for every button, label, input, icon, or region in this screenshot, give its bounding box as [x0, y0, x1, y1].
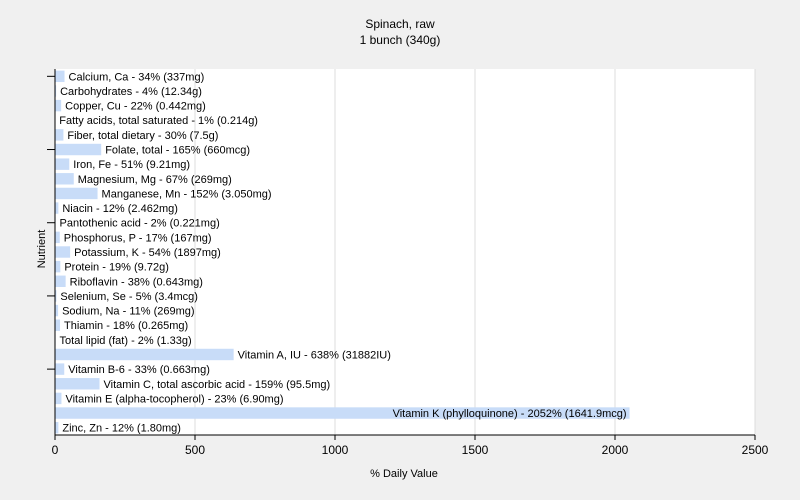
bar-label: Thiamin - 18% (0.265mg) — [64, 320, 188, 332]
x-tick-label: 2000 — [602, 443, 629, 457]
bar — [55, 99, 62, 112]
bar-label: Copper, Cu - 22% (0.442mg) — [65, 101, 206, 113]
bar-label: Selenium, Se - 5% (3.4mcg) — [60, 291, 198, 303]
bar-label: Protein - 19% (9.72g) — [64, 262, 169, 274]
x-tick-label: 500 — [185, 443, 205, 457]
axes: 0 500 1000 1500 2000 2500 — [47, 69, 769, 457]
bar — [55, 202, 59, 214]
bar-label: Magnesium, Mg - 67% (269mg) — [78, 174, 232, 186]
bar — [55, 378, 100, 390]
bar — [55, 421, 59, 434]
bar-label: Vitamin A, IU - 638% (31882IU) — [238, 349, 391, 361]
bar-label: Total lipid (fat) - 2% (1.33g) — [60, 335, 192, 347]
bar — [55, 143, 102, 156]
y-axis-title: Nutrient — [36, 230, 48, 269]
x-tick-label: 0 — [52, 443, 59, 457]
bar-label: Vitamin C, total ascorbic acid - 159% (9… — [104, 379, 331, 391]
bar-labels: Calcium, Ca - 34% (337mg) Carbohydrates -… — [59, 71, 626, 434]
bar — [55, 70, 65, 83]
bar — [55, 158, 70, 170]
bar — [55, 275, 66, 287]
bar — [55, 304, 59, 317]
bar-label: Calcium, Ca - 34% (337mg) — [69, 71, 205, 83]
x-tick-label: 1500 — [462, 443, 489, 457]
plot-area — [55, 69, 755, 435]
chart-subtitle: 1 bunch (340g) — [360, 33, 441, 47]
bar-label: Carbohydrates - 4% (12.34g) — [60, 86, 202, 98]
bar — [55, 187, 98, 200]
bar-label: Folate, total - 165% (660mcg) — [105, 145, 250, 157]
bar-label: Zinc, Zn - 12% (1.80mg) — [62, 423, 181, 435]
bar — [55, 363, 65, 375]
bar — [55, 260, 61, 273]
bar-label: Riboflavin - 38% (0.643mg) — [70, 276, 203, 288]
bar — [55, 407, 630, 419]
bar — [55, 348, 234, 361]
x-tick-label: 1000 — [322, 443, 349, 457]
bar-label: Potassium, K - 54% (1897mg) — [74, 247, 221, 259]
bar-label: Pantothenic acid - 2% (0.221mg) — [60, 218, 220, 230]
bar — [55, 319, 61, 331]
bar — [55, 290, 57, 302]
gridlines — [194, 69, 756, 435]
bar — [55, 129, 64, 141]
bar — [55, 246, 71, 258]
chart-title: Spinach, raw — [365, 17, 435, 31]
bars — [55, 70, 630, 434]
bar-label: Manganese, Mn - 152% (3.050mg) — [102, 188, 272, 200]
bar-label: Fiber, total dietary - 30% (7.5g) — [67, 130, 218, 142]
bar-label: Sodium, Na - 11% (269mg) — [62, 306, 194, 318]
bar — [55, 231, 60, 244]
bar-label: Vitamin B-6 - 33% (0.663mg) — [68, 364, 210, 376]
bar-label: Fatty acids, total saturated - 1% (0.214… — [59, 115, 258, 127]
bar-label: Phosphorus, P - 17% (167mg) — [64, 232, 212, 244]
bar — [55, 392, 62, 405]
bar — [55, 173, 74, 185]
bar-label: Niacin - 12% (2.462mg) — [62, 203, 178, 215]
x-tick-label: 2500 — [742, 443, 769, 457]
x-axis-title: % Daily Value — [370, 468, 438, 480]
bar — [55, 85, 57, 97]
bar-label: Iron, Fe - 51% (9.21mg) — [73, 159, 190, 171]
bar-label: Vitamin E (alpha-tocopherol) - 23% (6.90… — [65, 393, 283, 405]
bar-label: Vitamin K (phylloquinone) - 2052% (1641.… — [393, 408, 627, 420]
